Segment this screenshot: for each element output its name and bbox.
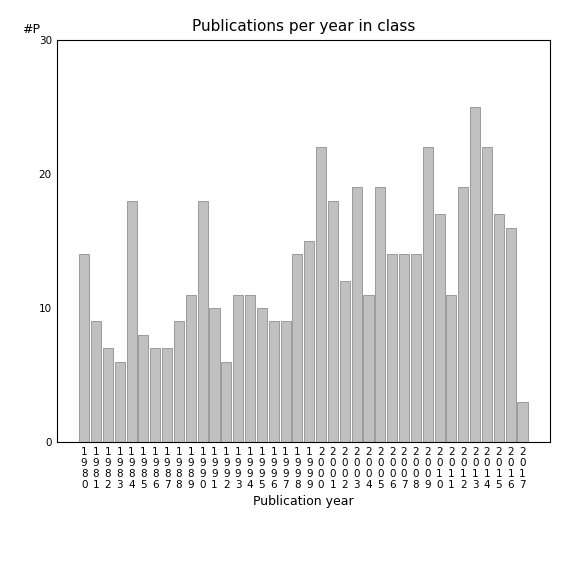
Bar — [103, 348, 113, 442]
Bar — [115, 362, 125, 442]
Title: Publications per year in class: Publications per year in class — [192, 19, 415, 35]
Bar — [138, 335, 149, 442]
Bar — [79, 255, 89, 442]
Text: #P: #P — [22, 23, 40, 36]
Bar — [91, 321, 101, 442]
Bar — [423, 147, 433, 442]
Bar — [245, 295, 255, 442]
Bar — [518, 402, 527, 442]
Bar — [269, 321, 279, 442]
Bar — [387, 255, 397, 442]
Bar — [126, 201, 137, 442]
Bar — [506, 227, 516, 442]
Bar — [186, 295, 196, 442]
Bar — [446, 295, 456, 442]
Bar — [494, 214, 504, 442]
X-axis label: Publication year: Publication year — [253, 495, 354, 508]
Bar — [162, 348, 172, 442]
Bar — [281, 321, 291, 442]
Bar — [434, 214, 445, 442]
Bar — [482, 147, 492, 442]
Bar — [328, 201, 338, 442]
Bar — [198, 201, 208, 442]
Bar — [458, 187, 468, 442]
Bar — [340, 281, 350, 442]
Bar — [304, 241, 314, 442]
Bar — [209, 308, 219, 442]
Bar — [399, 255, 409, 442]
Bar — [233, 295, 243, 442]
Bar — [470, 107, 480, 442]
Bar — [363, 295, 374, 442]
Bar — [257, 308, 267, 442]
Bar — [375, 187, 386, 442]
Bar — [352, 187, 362, 442]
Bar — [150, 348, 160, 442]
Bar — [174, 321, 184, 442]
Bar — [411, 255, 421, 442]
Bar — [293, 255, 302, 442]
Bar — [316, 147, 326, 442]
Bar — [221, 362, 231, 442]
